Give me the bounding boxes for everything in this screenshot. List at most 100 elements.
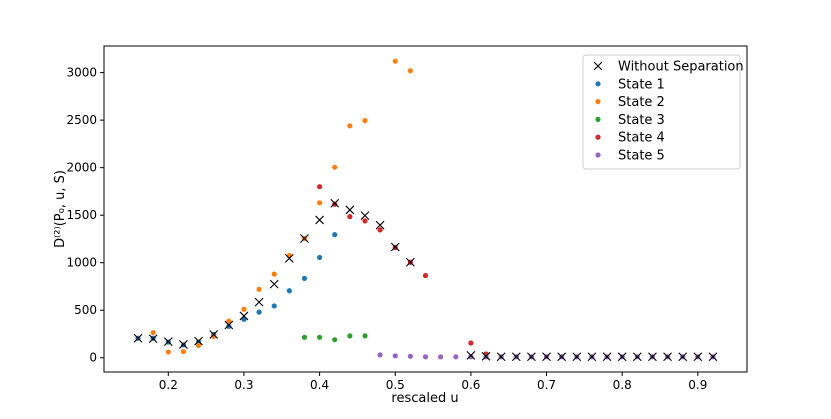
series-1 [135,232,338,348]
data-point [332,201,338,207]
data-point [239,311,249,321]
data-point [256,309,262,315]
data-point [316,184,323,190]
legend-marker [593,61,603,71]
data-point [195,342,202,348]
data-point [375,220,385,230]
data-point [572,352,582,362]
data-point [165,349,171,355]
y-tick-label: 2500 [66,113,97,127]
data-point [316,254,323,261]
legend-label: Without Separation [618,60,744,75]
data-point [438,354,444,360]
legend-marker [595,99,601,105]
data-point [271,303,277,309]
data-point [648,352,657,362]
x-tick-label: 0.9 [688,378,707,392]
data-point [269,279,279,289]
data-point [332,337,338,343]
series-4 [316,184,489,357]
data-point [362,118,368,124]
data-point [693,352,703,362]
data-point [241,306,247,312]
data-point [148,334,158,344]
data-point [377,352,383,358]
data-point [481,351,491,361]
data-point [678,352,688,362]
data-point [224,320,234,330]
data-point [301,275,308,281]
y-axis-label: D⁽²⁾(P₀, u, S) [53,170,68,248]
data-point [407,68,413,74]
data-point [362,333,368,339]
data-point [284,254,294,263]
data-point [194,336,203,346]
data-point [392,58,398,64]
x-tick-label: 0.8 [613,378,632,392]
data-point [332,232,338,238]
data-point [150,329,156,336]
data-point [271,271,277,277]
data-point [422,354,429,360]
data-point [316,334,323,340]
data-point [617,352,627,362]
data-point [602,352,612,362]
data-point [392,353,398,359]
legend-label: State 2 [618,95,665,110]
legend-marker [595,81,601,87]
data-point [405,257,415,267]
data-point [330,198,340,208]
data-point [407,353,413,359]
x-axis-label: rescaled u [391,391,458,406]
data-point [587,352,597,362]
legend-label: State 1 [618,77,665,92]
data-point [422,272,429,279]
data-point [511,352,521,362]
x-tick-label: 0.7 [537,378,556,392]
data-point [345,205,355,215]
data-point [180,348,187,355]
data-point [179,340,188,349]
data-point [347,214,353,220]
legend-marker [595,134,601,140]
data-point [377,227,383,233]
data-point [663,352,672,362]
data-point [301,334,308,340]
data-point [133,333,143,343]
data-point [286,288,292,294]
legend-marker [595,152,601,158]
y-tick-label: 500 [74,303,97,317]
data-point [468,340,474,346]
data-point [466,350,476,360]
legend-label: State 3 [618,113,665,128]
data-point [286,252,292,259]
data-point [226,323,232,329]
x-tick-label: 0.6 [461,378,480,392]
data-point [360,211,370,221]
x-tick-label: 0.3 [234,378,253,392]
data-point [557,352,567,362]
plot-area [103,45,748,373]
x-tick-label: 0.5 [386,378,405,392]
y-tick-label: 1000 [66,256,97,270]
y-tick-label: 0 [89,351,97,365]
legend-box [582,54,741,170]
data-point [496,352,506,362]
data-point [209,330,219,339]
x-axis: 0.2 0.3 0.4 0.5 0.6 0.7 0.8 0.9 [159,372,707,392]
data-point [163,337,173,346]
data-point [468,354,474,360]
data-point [542,352,551,362]
data-point [315,215,324,225]
data-point [254,297,264,307]
series-2 [150,58,413,355]
data-point [256,286,262,292]
x-tick-label: 0.4 [310,378,329,392]
data-point [332,164,338,170]
data-point [527,352,536,362]
series-0 [133,198,718,362]
data-point [316,200,323,206]
legend-label: State 5 [618,149,665,164]
data-point [226,318,232,324]
